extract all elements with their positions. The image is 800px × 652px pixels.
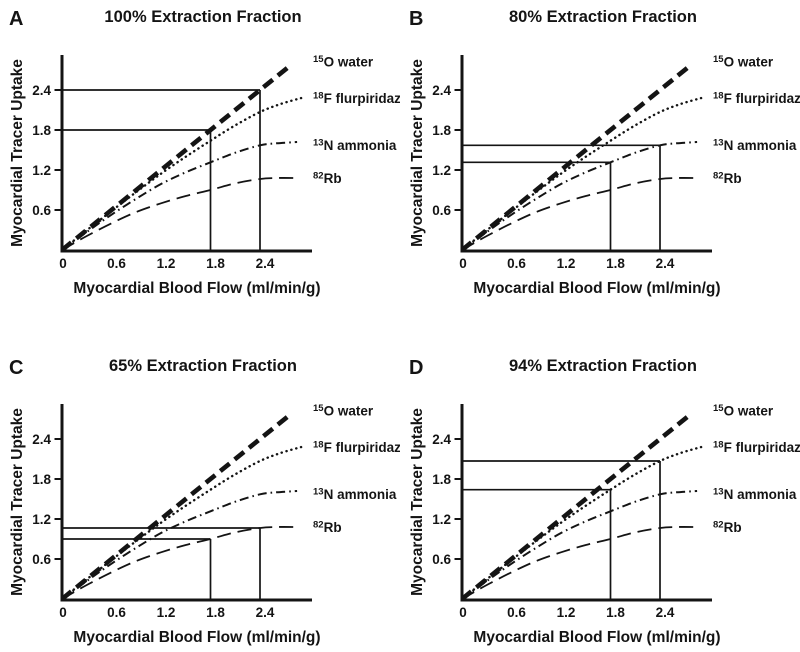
panel-letter: A — [9, 8, 23, 30]
panel-title: 100% Extraction Fraction — [104, 8, 301, 26]
x-tick-label: 2.4 — [256, 605, 275, 620]
panel-A: 0.6 1.2 1.8 2.4 0 0.6 1.2 1.8 2.4 Myocardial Bloo… — [0, 0, 400, 326]
y-axis-label: Myocardial Tracer Uptake — [409, 408, 426, 596]
curve-flurpiridaz — [60, 445, 303, 601]
panel-letter: D — [409, 357, 423, 379]
legend-label-rb: 82Rb — [313, 171, 342, 187]
panel-title: 94% Extraction Fraction — [509, 357, 697, 375]
curve-ammonia — [461, 490, 698, 600]
x-tick-label: 0 — [459, 256, 467, 271]
y-tick-label: 0.6 — [432, 203, 451, 218]
y-tick-label: 0.6 — [432, 552, 451, 567]
y-tick-label: 1.8 — [32, 123, 51, 138]
y-axis-label: Myocardial Tracer Uptake — [9, 59, 26, 247]
x-tick-label: 2.4 — [656, 256, 675, 271]
x-tick-label: 0.6 — [507, 256, 526, 271]
curve-water — [460, 66, 689, 252]
panel-letter: C — [9, 357, 23, 379]
y-tick-label: 1.8 — [32, 472, 51, 487]
x-tick-label: 1.2 — [557, 256, 576, 271]
x-tick-label: 1.2 — [557, 605, 576, 620]
legend-label-water: 15O water — [313, 54, 374, 70]
y-tick-label: 1.8 — [432, 123, 451, 138]
x-tick-label: 1.2 — [157, 605, 176, 620]
curve-rb — [61, 526, 298, 600]
curve-rb — [61, 177, 298, 251]
chart-canvas-C: 0.6 1.2 1.8 2.4 0 0.6 1.2 1.8 2.4 Myocardial Bloo… — [9, 357, 400, 646]
legend-label-rb: 82Rb — [713, 520, 742, 536]
curve-rb — [461, 177, 698, 251]
panel-title: 80% Extraction Fraction — [509, 8, 697, 26]
curve-rb — [461, 526, 698, 600]
y-axis-label: Myocardial Tracer Uptake — [409, 59, 426, 247]
x-tick-label: 1.8 — [606, 256, 625, 271]
chart-canvas-A: 0.6 1.2 1.8 2.4 0 0.6 1.2 1.8 2.4 Myocardial Bloo… — [9, 8, 400, 297]
x-tick-label: 0.6 — [507, 605, 526, 620]
x-tick-label: 0.6 — [107, 605, 126, 620]
curve-flurpiridaz — [460, 96, 703, 252]
y-tick-label: 1.2 — [432, 512, 451, 527]
chart-canvas-B: 0.6 1.2 1.8 2.4 0 0.6 1.2 1.8 2.4 Myocardial Bloo… — [409, 8, 800, 297]
curve-flurpiridaz — [460, 445, 703, 601]
legend-label-ammonia: 13N ammonia — [313, 486, 397, 502]
x-axis-label: Myocardial Blood Flow (ml/min/g) — [73, 280, 320, 297]
x-tick-label: 0 — [459, 605, 467, 620]
legend-label-water: 15O water — [313, 403, 374, 419]
y-tick-label: 2.4 — [432, 432, 451, 447]
legend-label-flurpiridaz: 18F flurpiridaz — [313, 91, 400, 107]
y-tick-label: 2.4 — [432, 83, 451, 98]
x-tick-label: 0.6 — [107, 256, 126, 271]
x-tick-label: 1.8 — [206, 256, 225, 271]
panel-D: 0.6 1.2 1.8 2.4 0 0.6 1.2 1.8 2.4 Myocardial Bloo… — [400, 326, 800, 652]
y-tick-label: 1.2 — [432, 163, 451, 178]
x-tick-label: 0 — [59, 605, 67, 620]
legend-label-water: 15O water — [713, 54, 774, 70]
y-tick-label: 1.8 — [432, 472, 451, 487]
legend-label-flurpiridaz: 18F flurpiridaz — [713, 440, 800, 456]
chart-canvas-D: 0.6 1.2 1.8 2.4 0 0.6 1.2 1.8 2.4 Myocardial Bloo… — [409, 357, 800, 646]
legend-label-rb: 82Rb — [713, 171, 742, 187]
legend-label-ammonia: 13N ammonia — [713, 486, 797, 502]
legend-label-flurpiridaz: 18F flurpiridaz — [313, 440, 400, 456]
legend-label-flurpiridaz: 18F flurpiridaz — [713, 91, 800, 107]
curve-flurpiridaz — [60, 96, 303, 252]
legend-label-water: 15O water — [713, 403, 774, 419]
y-tick-label: 0.6 — [32, 552, 51, 567]
curve-ammonia — [61, 490, 298, 600]
x-axis-label: Myocardial Blood Flow (ml/min/g) — [473, 280, 720, 297]
panel-title: 65% Extraction Fraction — [109, 357, 297, 375]
y-tick-label: 1.2 — [32, 163, 51, 178]
panel-B: 0.6 1.2 1.8 2.4 0 0.6 1.2 1.8 2.4 Myocardial Bloo… — [400, 0, 800, 326]
y-tick-label: 2.4 — [32, 432, 51, 447]
x-tick-label: 1.8 — [606, 605, 625, 620]
curve-ammonia — [61, 141, 298, 251]
x-tick-label: 1.2 — [157, 256, 176, 271]
y-tick-label: 2.4 — [32, 83, 51, 98]
x-tick-label: 1.8 — [206, 605, 225, 620]
legend-label-ammonia: 13N ammonia — [713, 137, 797, 153]
y-tick-label: 1.2 — [32, 512, 51, 527]
legend-label-ammonia: 13N ammonia — [313, 137, 397, 153]
x-axis-label: Myocardial Blood Flow (ml/min/g) — [73, 629, 320, 646]
x-tick-label: 2.4 — [256, 256, 275, 271]
x-axis-label: Myocardial Blood Flow (ml/min/g) — [473, 629, 720, 646]
legend-label-rb: 82Rb — [313, 520, 342, 536]
curve-ammonia — [461, 141, 698, 251]
panel-letter: B — [409, 8, 423, 30]
curve-water — [60, 415, 289, 601]
panel-C: 0.6 1.2 1.8 2.4 0 0.6 1.2 1.8 2.4 Myocardial Bloo… — [0, 326, 400, 652]
x-tick-label: 2.4 — [656, 605, 675, 620]
curve-water — [460, 415, 689, 601]
curve-water — [60, 66, 289, 252]
y-axis-label: Myocardial Tracer Uptake — [9, 408, 26, 596]
x-tick-label: 0 — [59, 256, 67, 271]
y-tick-label: 0.6 — [32, 203, 51, 218]
